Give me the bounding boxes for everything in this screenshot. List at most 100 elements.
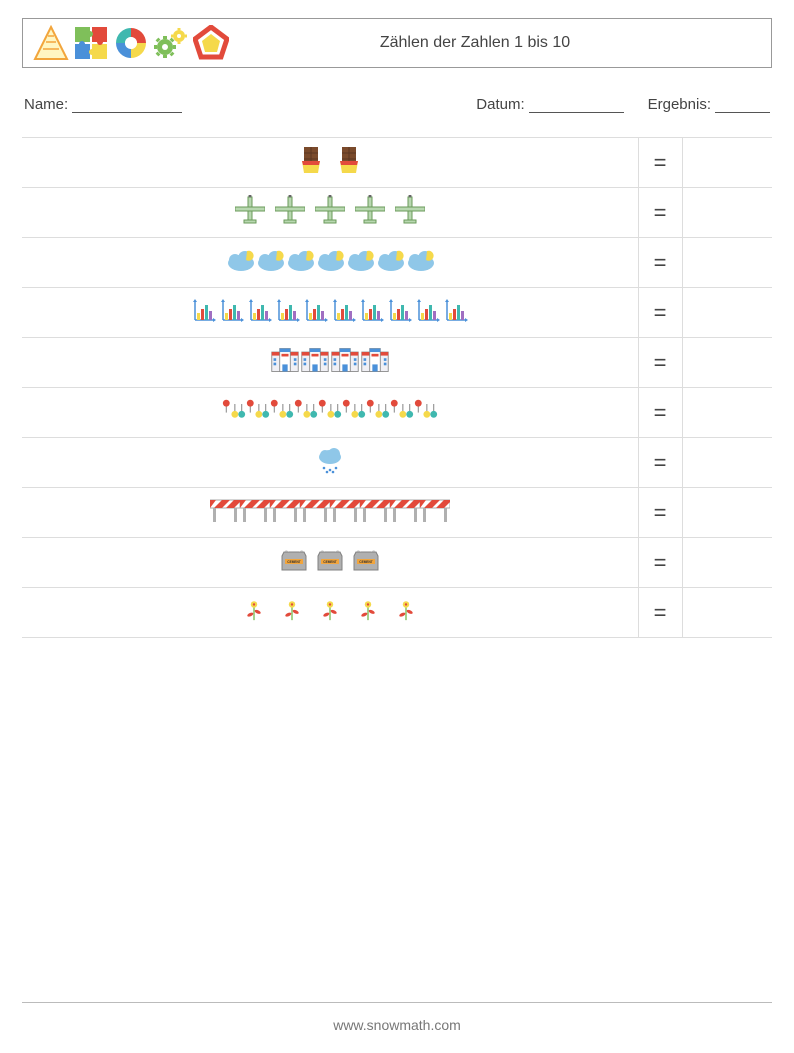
chart-icon <box>276 298 300 322</box>
equals-cell: = <box>638 488 682 538</box>
cloud-icon <box>285 245 315 275</box>
table-row: = <box>22 438 772 488</box>
table-row: = <box>22 538 772 588</box>
candy-icon <box>342 398 366 422</box>
result-blank[interactable] <box>715 96 770 113</box>
result-label: Ergebnis: <box>648 96 711 113</box>
equals-cell: = <box>638 188 682 238</box>
plane-icon <box>355 195 385 225</box>
equals-cell: = <box>638 138 682 188</box>
answer-cell[interactable] <box>682 138 772 188</box>
answer-cell[interactable] <box>682 388 772 438</box>
donut-icon <box>113 25 149 61</box>
answer-cell[interactable] <box>682 288 772 338</box>
gears-icon <box>153 25 189 61</box>
candy-icon <box>414 398 438 422</box>
answer-cell[interactable] <box>682 438 772 488</box>
items-cell <box>22 238 638 288</box>
barrier-icon <box>270 495 300 525</box>
cement-icon <box>351 545 381 575</box>
snowcloud-icon <box>315 445 345 475</box>
table-row: = <box>22 138 772 188</box>
cement-icon <box>279 545 309 575</box>
barrier-icon <box>420 495 450 525</box>
equals-cell: = <box>638 388 682 438</box>
items-cell <box>22 488 638 538</box>
date-blank[interactable] <box>529 96 624 113</box>
meta-row: Name: Datum: Ergebnis: <box>22 96 772 113</box>
items-cell <box>22 138 638 188</box>
answer-cell[interactable] <box>682 238 772 288</box>
cloud-icon <box>375 245 405 275</box>
barrier-icon <box>330 495 360 525</box>
worksheet-page: Zählen der Zahlen 1 bis 10 Name: Datum: … <box>0 0 794 1053</box>
barrier-icon <box>240 495 270 525</box>
pentagon-icon <box>193 25 229 61</box>
answer-cell[interactable] <box>682 588 772 638</box>
barrier-icon <box>360 495 390 525</box>
date-label: Datum: <box>476 96 524 113</box>
cement-icon <box>315 545 345 575</box>
worksheet-table: ========== <box>22 137 772 638</box>
items-cell <box>22 438 638 488</box>
chart-icon <box>444 298 468 322</box>
name-label: Name: <box>24 96 68 113</box>
table-row: = <box>22 238 772 288</box>
cloud-icon <box>315 245 345 275</box>
equals-cell: = <box>638 588 682 638</box>
chart-icon <box>220 298 244 322</box>
barrier-icon <box>390 495 420 525</box>
plane-icon <box>395 195 425 225</box>
table-row: = <box>22 338 772 388</box>
puzzle-icon <box>73 25 109 61</box>
items-cell <box>22 288 638 338</box>
hospital-icon <box>360 345 390 375</box>
plane-icon <box>235 195 265 225</box>
items-cell <box>22 588 638 638</box>
chart-icon <box>388 298 412 322</box>
chart-icon <box>192 298 216 322</box>
equals-cell: = <box>638 338 682 388</box>
equals-cell: = <box>638 288 682 338</box>
table-row: = <box>22 488 772 538</box>
flower-icon <box>394 598 418 622</box>
cloud-icon <box>225 245 255 275</box>
flower-icon <box>280 598 304 622</box>
candy-icon <box>366 398 390 422</box>
chart-icon <box>248 298 272 322</box>
answer-cell[interactable] <box>682 188 772 238</box>
chart-icon <box>332 298 356 322</box>
candy-icon <box>294 398 318 422</box>
flower-icon <box>242 598 266 622</box>
footer-divider <box>22 1002 772 1003</box>
table-row: = <box>22 588 772 638</box>
hospital-icon <box>330 345 360 375</box>
barrier-icon <box>300 495 330 525</box>
chart-icon <box>416 298 440 322</box>
cloud-icon <box>345 245 375 275</box>
worksheet-title: Zählen der Zahlen 1 bis 10 <box>229 34 761 52</box>
items-cell <box>22 388 638 438</box>
items-cell <box>22 188 638 238</box>
hospital-icon <box>300 345 330 375</box>
name-blank[interactable] <box>72 96 182 113</box>
table-row: = <box>22 388 772 438</box>
chocolate-icon <box>334 145 364 175</box>
answer-cell[interactable] <box>682 338 772 388</box>
chart-icon <box>360 298 384 322</box>
table-row: = <box>22 288 772 338</box>
items-cell <box>22 338 638 388</box>
table-row: = <box>22 188 772 238</box>
answer-cell[interactable] <box>682 488 772 538</box>
candy-icon <box>222 398 246 422</box>
equals-cell: = <box>638 438 682 488</box>
items-cell <box>22 538 638 588</box>
candy-icon <box>318 398 342 422</box>
triangle-icon <box>33 25 69 61</box>
chart-icon <box>304 298 328 322</box>
answer-cell[interactable] <box>682 538 772 588</box>
cloud-icon <box>405 245 435 275</box>
candy-icon <box>390 398 414 422</box>
chocolate-icon <box>296 145 326 175</box>
plane-icon <box>275 195 305 225</box>
